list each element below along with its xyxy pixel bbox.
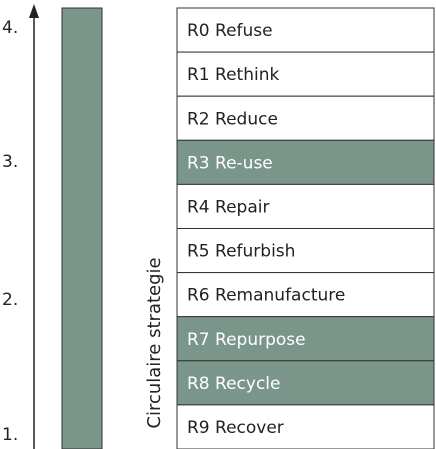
row xyxy=(176,316,435,362)
row-label: R1 Rethink xyxy=(187,65,279,85)
side-label: Circulaire strategie xyxy=(144,257,165,428)
axis-label: 4. xyxy=(2,18,18,38)
row-label: R2 Reduce xyxy=(187,109,278,129)
axis-label: 3. xyxy=(2,152,18,172)
table: R0 Refuse R1 Rethink R2 Reduce R3 Re-use R4 … xyxy=(176,7,435,449)
row xyxy=(176,404,435,449)
row xyxy=(176,228,435,274)
row-label: R8 Recycle xyxy=(187,374,280,394)
row xyxy=(176,139,435,185)
row xyxy=(176,51,435,97)
row xyxy=(176,360,435,406)
row-label: R7 Repurpose xyxy=(187,330,306,350)
row-label: R3 Re-use xyxy=(187,153,273,173)
bar xyxy=(61,7,103,449)
axis-label: 2. xyxy=(2,290,18,310)
row xyxy=(176,183,435,229)
row-label: R0 Refuse xyxy=(187,21,273,41)
axis-arrow xyxy=(29,4,39,18)
row-label: R4 Repair xyxy=(187,197,269,217)
row-label: R9 Recover xyxy=(187,418,284,438)
row xyxy=(176,272,435,318)
axis-label: 1. xyxy=(2,425,18,445)
row-label: R6 Remanufacture xyxy=(187,286,345,306)
axis-labels: 4. 3. 2. 1. xyxy=(2,18,18,445)
row-label: R5 Refurbish xyxy=(187,242,295,262)
